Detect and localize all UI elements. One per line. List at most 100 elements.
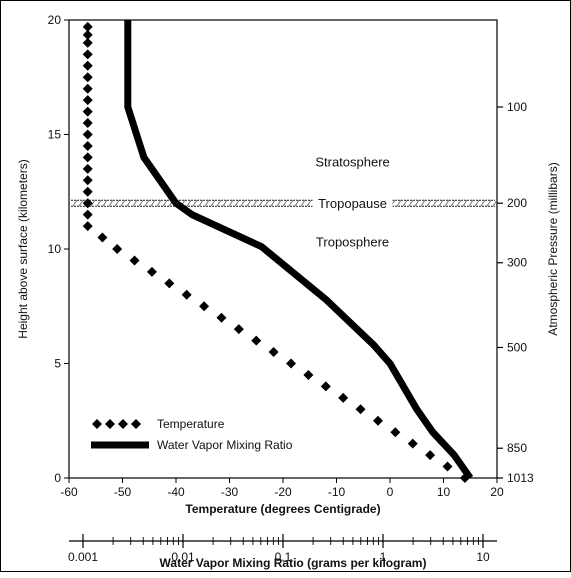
x-axis-label-mixing-ratio: Water Vapor Mixing Ratio (grams per kilo… bbox=[160, 556, 427, 570]
temperature-point bbox=[82, 198, 93, 209]
temperature-point bbox=[82, 118, 93, 129]
temperature-point bbox=[82, 83, 93, 94]
tropopause-hatch bbox=[264, 199, 270, 207]
tropopause-hatch bbox=[114, 199, 120, 207]
tropopause-hatch bbox=[486, 199, 492, 207]
temperature-point bbox=[82, 163, 93, 174]
temperature-point bbox=[320, 381, 331, 392]
tropopause-hatch bbox=[210, 199, 216, 207]
temperature-point bbox=[407, 438, 418, 449]
tropopause-hatch bbox=[474, 199, 480, 207]
tropopause-hatch bbox=[150, 199, 156, 207]
temperature-point bbox=[82, 186, 93, 197]
tropopause-hatch bbox=[438, 199, 444, 207]
temperature-point bbox=[112, 244, 123, 254]
tropopause-hatch bbox=[306, 199, 312, 207]
tropopause-hatch bbox=[426, 199, 432, 207]
tropopause-hatch bbox=[462, 199, 468, 207]
temperature-point bbox=[216, 312, 227, 323]
temperature-point bbox=[82, 209, 93, 220]
temperature-point bbox=[355, 404, 366, 415]
x-temp-tick-label: -50 bbox=[114, 485, 132, 499]
tropopause-hatch bbox=[234, 199, 240, 207]
tropopause-hatch bbox=[276, 199, 282, 207]
x-temp-tick-label: -30 bbox=[221, 485, 239, 499]
x-temp-tick-label: -40 bbox=[167, 485, 185, 499]
y-left-tick-label: 5 bbox=[54, 357, 61, 371]
troposphere-label: Troposphere bbox=[316, 235, 389, 250]
y-right-tick-label: 1013 bbox=[507, 471, 534, 485]
tropopause-hatch bbox=[102, 199, 108, 207]
x-temp-tick-label: 20 bbox=[490, 485, 504, 499]
legend-swatch-temperature bbox=[105, 419, 115, 429]
x-temp-tick-label: -10 bbox=[328, 485, 346, 499]
plot-area-border bbox=[68, 19, 498, 479]
temperature-point bbox=[181, 289, 192, 300]
temperature-point bbox=[372, 415, 383, 426]
legend-label-water-vapor: Water Vapor Mixing Ratio bbox=[157, 438, 293, 452]
temperature-point bbox=[442, 461, 453, 472]
tropopause-hatch bbox=[138, 199, 144, 207]
temperature-point bbox=[82, 221, 93, 232]
tropopause-hatch bbox=[162, 199, 168, 207]
tropopause-hatch bbox=[288, 199, 294, 207]
y-right-tick-label: 200 bbox=[507, 196, 527, 210]
tropopause-hatch bbox=[402, 199, 408, 207]
tropopause-hatch bbox=[120, 199, 126, 207]
legend-label-temperature: Temperature bbox=[157, 417, 225, 431]
temperature-point bbox=[251, 335, 262, 346]
temperature-point bbox=[233, 324, 244, 335]
temperature-point bbox=[82, 21, 93, 32]
legend-swatch-temperature bbox=[131, 419, 141, 429]
temperature-point bbox=[129, 255, 140, 266]
y-right-tick-label: 300 bbox=[507, 256, 527, 270]
x-mixing-tick-label: 1 bbox=[380, 550, 387, 564]
temperature-point bbox=[338, 392, 349, 403]
series-water-vapor-line bbox=[124, 20, 474, 481]
temperature-point bbox=[164, 278, 175, 289]
tropopause-hatch bbox=[228, 199, 234, 207]
tropopause-hatch bbox=[420, 199, 426, 207]
tropopause-hatch bbox=[78, 199, 84, 207]
y-left-tick-label: 15 bbox=[48, 128, 62, 142]
tropopause-label-background bbox=[312, 195, 393, 212]
y-right-tick-label: 100 bbox=[507, 100, 527, 114]
temperature-point bbox=[303, 369, 314, 380]
tropopause-hatch bbox=[450, 199, 456, 207]
tropopause-hatch bbox=[72, 199, 78, 207]
tropopause-hatch bbox=[408, 199, 414, 207]
tropopause-hatch bbox=[282, 199, 288, 207]
tropopause-hatch bbox=[108, 199, 114, 207]
temperature-point bbox=[82, 175, 93, 186]
legend-swatch-temperature bbox=[92, 419, 102, 429]
tropopause-hatch bbox=[432, 199, 438, 207]
temperature-point bbox=[199, 301, 210, 312]
tropopause-hatch bbox=[198, 199, 204, 207]
x-temp-tick-label: 0 bbox=[387, 485, 394, 499]
tropopause-hatch bbox=[204, 199, 210, 207]
legend-swatch-temperature bbox=[118, 419, 128, 429]
x-mixing-tick-label: 0.01 bbox=[171, 550, 195, 564]
temperature-point bbox=[82, 106, 93, 117]
x-temp-tick-label: -20 bbox=[274, 485, 292, 499]
tropopause-label: Tropopause bbox=[318, 196, 387, 211]
tropopause-hatch bbox=[144, 199, 150, 207]
y-left-tick-label: 20 bbox=[48, 13, 62, 27]
tropopause-hatch bbox=[132, 199, 138, 207]
tropopause-hatch bbox=[258, 199, 264, 207]
temperature-point bbox=[146, 266, 157, 277]
tropopause-hatch bbox=[216, 199, 222, 207]
tropopause-hatch bbox=[492, 199, 498, 207]
tropopause-hatch bbox=[126, 199, 132, 207]
tropopause-hatch bbox=[192, 199, 198, 207]
tropopause-hatch bbox=[414, 199, 420, 207]
temperature-point bbox=[82, 49, 93, 60]
temperature-point bbox=[82, 95, 93, 106]
x-axis-label-temperature: Temperature (degrees Centigrade) bbox=[185, 502, 380, 516]
temperature-point bbox=[97, 232, 108, 243]
y-left-tick-label: 10 bbox=[48, 242, 62, 256]
x-mixing-tick-label: 0.1 bbox=[275, 550, 292, 564]
tropopause-hatch bbox=[270, 199, 276, 207]
